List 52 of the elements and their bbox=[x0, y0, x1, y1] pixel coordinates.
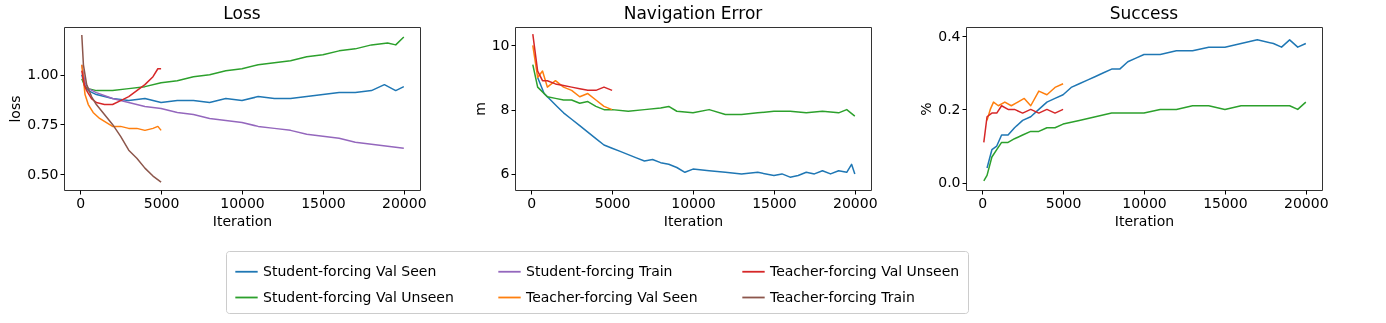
line-series bbox=[986, 39, 1307, 169]
x-tick-label: 15000 bbox=[752, 194, 797, 211]
legend-label: Teacher-forcing Val Seen bbox=[525, 288, 698, 305]
x-tick-label: 10000 bbox=[220, 194, 265, 211]
line-series bbox=[532, 33, 613, 92]
line-series bbox=[986, 83, 1064, 122]
y-axis-title: m bbox=[471, 102, 488, 116]
line-series bbox=[532, 63, 856, 117]
x-tick-label: 20000 bbox=[382, 194, 427, 211]
y-tick-label: 10 bbox=[491, 36, 510, 53]
y-tick-label: 0.50 bbox=[27, 165, 59, 182]
line-series bbox=[81, 67, 162, 106]
legend-label: Teacher-forcing Val Unseen bbox=[769, 262, 960, 279]
line-series bbox=[81, 73, 405, 104]
legend-label: Student-forcing Val Seen bbox=[263, 262, 437, 279]
x-tick-label: 5000 bbox=[594, 194, 631, 211]
x-axis-title: Iteration bbox=[212, 212, 273, 229]
x-tick-label: 0 bbox=[527, 194, 537, 211]
line-series bbox=[536, 76, 856, 178]
x-tick-label: 20000 bbox=[833, 194, 878, 211]
y-tick-label: 8 bbox=[500, 101, 510, 118]
y-tick-label: 0.75 bbox=[27, 115, 59, 132]
y-tick-label: 6 bbox=[500, 165, 510, 182]
y-axis-title: % bbox=[918, 102, 935, 116]
line-series bbox=[532, 44, 613, 111]
x-tick-label: 15000 bbox=[301, 194, 346, 211]
chart-title: Success bbox=[1109, 3, 1179, 23]
y-tick-label: 0.4 bbox=[938, 27, 961, 44]
line-series bbox=[983, 101, 1307, 182]
x-tick-label: 5000 bbox=[143, 194, 180, 211]
chart-title: Loss bbox=[223, 3, 261, 23]
x-tick-label: 10000 bbox=[671, 194, 716, 211]
line-series bbox=[81, 34, 162, 183]
x-tick-label: 10000 bbox=[1122, 194, 1167, 211]
line-series bbox=[81, 64, 162, 132]
legend-label: Student-forcing Train bbox=[526, 262, 673, 279]
y-tick-label: 0.2 bbox=[938, 100, 961, 117]
x-tick-label: 15000 bbox=[1203, 194, 1248, 211]
x-axis-title: Iteration bbox=[663, 212, 724, 229]
legend-label: Student-forcing Val Unseen bbox=[263, 288, 454, 305]
x-tick-label: 0 bbox=[76, 194, 86, 211]
x-tick-label: 5000 bbox=[1045, 194, 1082, 211]
x-axis-title: Iteration bbox=[1114, 212, 1175, 229]
y-tick-label: 0.0 bbox=[938, 174, 961, 191]
line-series bbox=[81, 36, 405, 92]
chart-title: Navigation Error bbox=[623, 3, 763, 23]
x-tick-label: 0 bbox=[978, 194, 988, 211]
legend-label: Teacher-forcing Train bbox=[769, 288, 915, 305]
y-axis-title: loss bbox=[7, 95, 24, 123]
line-series bbox=[983, 105, 1064, 144]
x-tick-label: 20000 bbox=[1284, 194, 1329, 211]
y-tick-label: 1.00 bbox=[27, 66, 59, 83]
